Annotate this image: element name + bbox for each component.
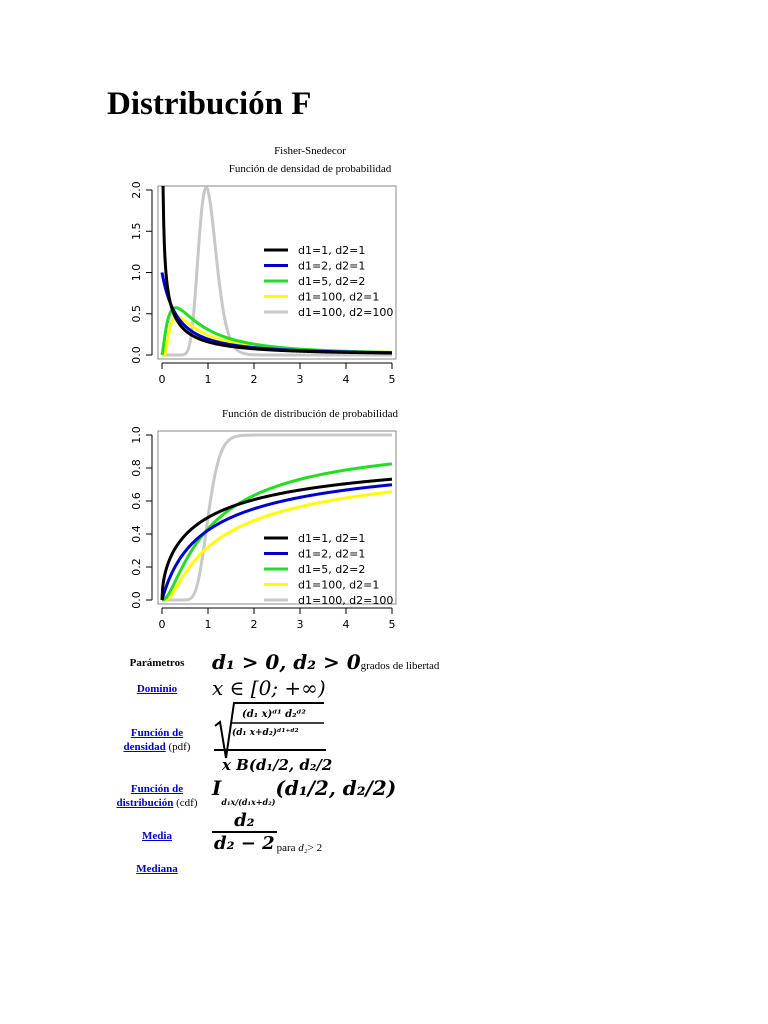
x-tick-label: 0 [159, 618, 166, 631]
legend-label: d1=100, d2=100 [298, 594, 393, 607]
x-tick-label: 3 [297, 618, 304, 631]
cdf-link-2[interactable]: distribución [116, 797, 174, 809]
x-tick-label: 1 [205, 618, 212, 631]
x-tick-label: 0 [159, 373, 166, 386]
cdf-formula-sub: d₁x/(d₁x+d₂) [221, 797, 276, 807]
y-tick-label: 0.8 [130, 459, 143, 477]
legend-label: d1=1, d2=1 [298, 532, 365, 545]
subtitle: Fisher-Snedecor [274, 145, 346, 157]
params-suffix: grados de libertad [360, 660, 440, 672]
x-tick-label: 4 [343, 618, 350, 631]
legend-label: d1=100, d2=1 [298, 291, 379, 304]
y-tick-label: 1.0 [130, 264, 143, 282]
domain-link[interactable]: Dominio [136, 683, 178, 695]
domain-formula: x ∈ [0; +∞) [212, 676, 326, 700]
mean-denominator: d₂ − 2 [212, 831, 277, 854]
params-formula-text: d₁ > 0, d₂ > 0 [212, 650, 361, 674]
legend-label: d1=5, d2=2 [298, 563, 365, 576]
cdf-suffix: (cdf) [176, 797, 198, 809]
pdf-link-2[interactable]: densidad [123, 741, 166, 753]
legend-label: d1=5, d2=2 [298, 275, 365, 288]
svg-text:(d₁ x+d₂)ᵈ¹⁺ᵈ²: (d₁ x+d₂)ᵈ¹⁺ᵈ² [232, 727, 299, 738]
y-tick-label: 0.5 [130, 305, 143, 323]
legend-label: d1=100, d2=1 [298, 579, 379, 592]
y-tick-label: 2.0 [130, 181, 143, 199]
cdf-caption: Función de distribución de probabilidad [222, 408, 398, 420]
mean-suffix-para: para [276, 842, 299, 854]
y-tick-label: 1.0 [130, 426, 143, 444]
x-tick-label: 2 [251, 618, 258, 631]
plot-box [157, 185, 397, 360]
y-tick-label: 0.0 [130, 591, 143, 609]
y-tick-label: 0.4 [130, 525, 143, 543]
cdf-chart: 0.0 0.2 0.4 0.6 0.8 1.0 0 1 2 3 4 5 d1=1, d2=1 d1=2, … [112, 425, 402, 640]
x-tick-label: 4 [343, 373, 350, 386]
series-line-d1-1-d2-1 [160, 477, 393, 600]
pdf-formula: (d₁ x)ᵈ¹ d₂ᵈ² (d₁ x+d₂)ᵈ¹⁺ᵈ² x B(d₁/2, d… [212, 700, 339, 785]
pdf-suffix: (pdf) [168, 741, 191, 753]
mean-numerator: d₂ [234, 810, 255, 831]
mean-suffix: para d₂> 2 [277, 842, 322, 854]
series-line-d1-100-d2-100 [162, 433, 392, 602]
x-tick-label: 3 [297, 373, 304, 386]
mean-fraction: d₂ d₂ − 2 [212, 810, 277, 854]
pdf-caption: Función de densidad de probabilidad [228, 163, 392, 175]
domain-cell: Dominio [112, 683, 202, 695]
median-link[interactable]: Mediana [136, 863, 178, 875]
y-tick-label: 0.2 [130, 558, 143, 576]
mean-cell: Media [112, 830, 202, 842]
mean-link[interactable]: Media [142, 830, 172, 842]
cdf-label-cell: Función de distribución (cdf) [112, 782, 202, 810]
mean-suffix-rest: > 2 [307, 842, 323, 854]
pdf-chart-svg: 0.0 0.5 1.0 1.5 2.0 0 1 2 3 4 5 d1=1, d2=1 d1=2, d2=… [130, 181, 397, 386]
median-cell: Mediana [112, 863, 202, 875]
page-title: Distribución F [107, 86, 312, 122]
series-line-d1-100-d2-1 [162, 490, 393, 602]
svg-text:(d₁ x)ᵈ¹ d₂ᵈ²: (d₁ x)ᵈ¹ d₂ᵈ² [242, 709, 306, 720]
series-line-d1-2-d2-1 [160, 483, 393, 601]
params-formula: d₁ > 0, d₂ > 0grados de libertad [212, 650, 439, 674]
legend-label: d1=1, d2=1 [298, 244, 365, 257]
y-tick-label: 1.5 [130, 223, 143, 241]
mean-formula: d₂ d₂ − 2 para d₂> 2 [212, 810, 322, 854]
mean-suffix-d2: d₂ [298, 842, 308, 854]
y-tick-label: 0.0 [130, 346, 143, 364]
pdf-chart: 0.0 0.5 1.0 1.5 2.0 0 1 2 3 4 5 d1=1, d2=1 d1=2, d2=… [112, 180, 402, 395]
cdf-formula-rest: (d₁/2, d₂/2) [275, 776, 397, 800]
plot-box [157, 430, 397, 605]
x-tick-label: 5 [389, 373, 396, 386]
pdf-formula-svg: (d₁ x)ᵈ¹ d₂ᵈ² (d₁ x+d₂)ᵈ¹⁺ᵈ² x B(d₁/2, d… [214, 702, 339, 774]
legend-label: d1=100, d2=100 [298, 306, 393, 319]
params-label: Parámetros [129, 657, 185, 669]
y-tick-label: 0.6 [130, 492, 143, 510]
legend-label: d1=2, d2=1 [298, 260, 365, 273]
cdf-formula-i: I [212, 776, 222, 800]
series-line-d1-5-d2-2 [161, 462, 393, 602]
svg-text:x B(d₁/2, d₂/2): x B(d₁/2, d₂/2) [221, 756, 332, 774]
series-line-d1-100-d2-100 [162, 186, 392, 357]
pdf-link-1[interactable]: Función de [130, 727, 184, 739]
legend-label: d1=2, d2=1 [298, 548, 365, 561]
x-tick-label: 5 [389, 618, 396, 631]
x-tick-label: 1 [205, 373, 212, 386]
series-line-d1-1-d2-1 [161, 186, 392, 355]
cdf-chart-svg: 0.0 0.2 0.4 0.6 0.8 1.0 0 1 2 3 4 5 d1=1, d2=1 d1=2, … [130, 426, 397, 631]
cdf-link-1[interactable]: Función de [130, 783, 184, 795]
pdf-label-cell: Función de densidad (pdf) [112, 726, 202, 754]
cdf-formula: Id₁x/(d₁x+d₂)(d₁/2, d₂/2) [212, 776, 396, 807]
x-tick-label: 2 [251, 373, 258, 386]
